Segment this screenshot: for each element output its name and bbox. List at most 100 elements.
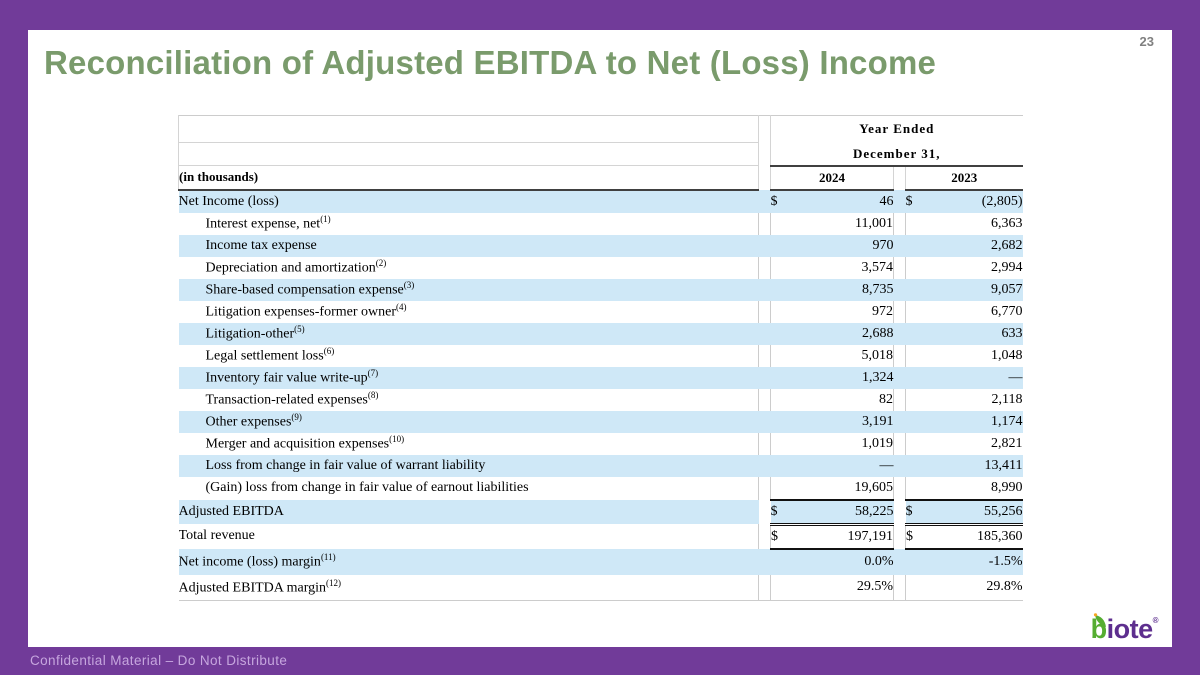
column-gap: [893, 432, 906, 455]
value-text: 2,688: [862, 325, 894, 341]
row-label: Share-based compensation expense(3): [178, 278, 759, 301]
value-cell: $55,256: [905, 499, 1023, 526]
column-gap: [758, 454, 771, 477]
value-cell: 1,019: [771, 433, 894, 455]
value-cell: 8,735: [770, 278, 894, 301]
row-label: Interest expense, net(1): [205, 214, 331, 232]
row-label: Inventory fair value write-up(7): [178, 366, 759, 389]
value-text: 2,682: [991, 237, 1023, 253]
column-gap: [759, 500, 771, 525]
table-row: Loss from change in fair value of warran…: [178, 454, 1023, 477]
value-cell: $ (2,805): [905, 189, 1023, 213]
column-gap: [893, 234, 906, 257]
value-text: 185,360: [977, 528, 1023, 544]
value-cell: —: [770, 454, 894, 477]
value-cell: $197,191: [770, 524, 894, 550]
value-text: (2,805): [981, 193, 1023, 209]
value-cell: 13,411: [905, 454, 1023, 477]
value-text: 970: [872, 237, 894, 253]
row-label: Transaction-related expenses(8): [205, 390, 379, 408]
column-gap: [758, 278, 771, 301]
column-gap: [758, 234, 771, 257]
column-gap: [893, 366, 906, 389]
value-cell: 2,118: [906, 389, 1023, 411]
value-text: 8,990: [991, 479, 1023, 495]
leaf-icon: [1093, 613, 1106, 627]
value-cell: 19,605: [770, 476, 894, 501]
column-gap: [893, 256, 906, 279]
table-row: Litigation expenses-former owner(4) 972 6,…: [179, 300, 1023, 323]
column-gap: [893, 300, 906, 323]
in-thousands-label: (in thousands): [178, 165, 759, 191]
value-cell: 2,682: [905, 234, 1023, 257]
year-2024-header: 2024: [770, 165, 894, 191]
row-label: Net income (loss) margin(11): [178, 548, 759, 575]
year-2023-header: 2023: [905, 165, 1023, 191]
slide-content-area: 23 Reconciliation of Adjusted EBITDA to …: [28, 30, 1172, 647]
column-gap: [893, 165, 906, 190]
value-text: 3,574: [861, 259, 894, 275]
value-cell: 0.0%: [770, 548, 894, 575]
table-row: Transaction-related expenses(8) 82 2,118: [179, 388, 1023, 411]
column-gap: [893, 189, 906, 213]
table-row: Depreciation and amortization(2) 3,574 2,9…: [179, 256, 1023, 279]
column-gap: [758, 142, 771, 166]
value-cell: 11,001: [771, 213, 894, 235]
value-cell: 3,191: [770, 410, 894, 433]
value-text: 1,048: [991, 347, 1023, 363]
year-ended-header: Year Ended: [859, 121, 935, 137]
currency-symbol: $: [906, 528, 913, 544]
table-row: Share-based compensation expense(3) 8,735…: [178, 278, 1023, 301]
table-row: Legal settlement loss(6) 5,018 1,048: [179, 344, 1023, 367]
value-cell: 972: [771, 301, 894, 323]
currency-symbol: $: [771, 528, 778, 544]
table-row: (Gain) loss from change in fair value of…: [179, 476, 1023, 501]
value-text: 0.0%: [864, 554, 894, 569]
row-label: Legal settlement loss(6): [205, 346, 335, 364]
value-cell: 970: [770, 234, 894, 257]
column-gap: [893, 524, 906, 549]
value-cell: 8,990: [905, 476, 1023, 501]
value-text: 29.5%: [856, 579, 893, 594]
value-text: 46: [879, 193, 894, 209]
table-row: Merger and acquisition expenses(10) 1,019…: [179, 432, 1023, 455]
table-row: Adjusted EBITDA $58,225 $55,256: [178, 499, 1023, 526]
value-text: 6,363: [991, 215, 1023, 231]
value-text: —: [879, 457, 894, 473]
value-cell: 6,363: [906, 213, 1023, 235]
value-cell: 29.5%: [770, 574, 894, 601]
column-gap: [893, 574, 906, 601]
slide-title: Reconciliation of Adjusted EBITDA to Net…: [44, 44, 937, 81]
column-gap: [893, 278, 906, 301]
value-text: 5,018: [861, 347, 894, 363]
row-label: Income tax expense: [178, 234, 759, 257]
row-label: Loss from change in fair value of warran…: [178, 454, 759, 477]
header-row-year-ended: Year Ended: [178, 115, 1023, 143]
value-text: 3,191: [862, 413, 894, 429]
value-text: 58,225: [855, 503, 894, 519]
table-row: Litigation-other(5) 2,688 633: [178, 322, 1023, 345]
column-gap: [758, 344, 771, 367]
value-cell: -1.5%: [905, 548, 1023, 575]
column-gap: [758, 322, 771, 345]
currency-symbol: $: [905, 503, 913, 519]
value-text: 1,174: [991, 413, 1023, 429]
value-cell: 3,574: [771, 257, 894, 279]
value-text: 1,019: [861, 435, 894, 451]
value-cell: 29.8%: [905, 574, 1023, 601]
column-gap: [758, 189, 771, 213]
table-row: Net income (loss) margin(11) 0.0% -1.5%: [178, 548, 1023, 575]
row-label: Other expenses(9): [178, 410, 759, 433]
value-cell: 5,018: [771, 345, 894, 367]
column-gap: [894, 500, 906, 525]
reconciliation-table-container: Year Ended December 31, (in thousands) 2024…: [178, 115, 1023, 601]
table-row: Total revenue $197,191 $185,360: [179, 524, 1023, 550]
value-text: —: [1008, 369, 1023, 385]
currency-symbol: $: [770, 503, 778, 519]
logo-letter-b: b: [1090, 613, 1107, 644]
value-text: -1.5%: [988, 554, 1023, 569]
value-text: 2,118: [991, 391, 1023, 407]
value-cell: 2,994: [906, 257, 1023, 279]
column-gap: [893, 548, 906, 575]
